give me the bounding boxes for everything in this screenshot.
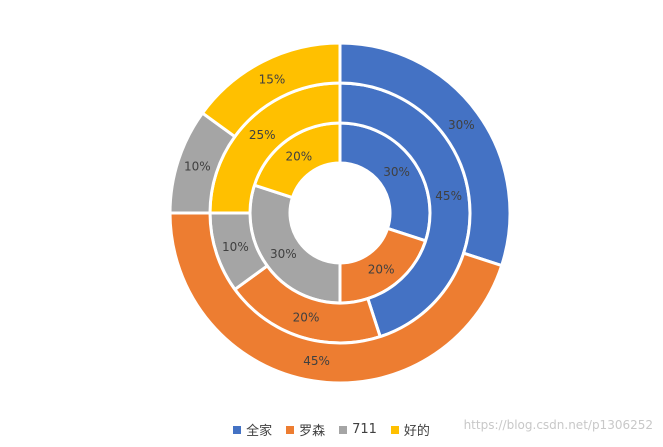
ring-2-slice-1 xyxy=(168,211,504,385)
ring-1-label-0: 45% xyxy=(435,189,462,203)
legend-swatch-luosen xyxy=(286,425,295,434)
legend-swatch-quanjia xyxy=(233,425,242,434)
ring-group xyxy=(168,41,512,385)
watermark: https://blog.csdn.net/p1306252 xyxy=(463,418,653,432)
legend-label-quanjia: 全家 xyxy=(246,424,273,439)
legend: 全家 罗森 711 好的 xyxy=(0,420,663,439)
legend-item-luosen: 罗森 xyxy=(286,420,325,439)
ring-2-label-0: 30% xyxy=(448,118,475,132)
ring-2-slice-3 xyxy=(200,41,342,139)
legend-item-quanjia: 全家 xyxy=(233,420,272,439)
ring-2-label-3: 15% xyxy=(259,72,286,86)
legend-label-haode: 好的 xyxy=(403,424,430,439)
legend-item-711: 711 xyxy=(339,422,377,437)
legend-swatch-711 xyxy=(339,425,348,434)
ring-0-label-3: 20% xyxy=(286,149,313,163)
legend-label-luosen: 罗森 xyxy=(299,424,326,439)
legend-label-711: 711 xyxy=(352,422,377,437)
ring-1-label-1: 20% xyxy=(293,311,320,325)
legend-swatch-haode xyxy=(390,425,399,434)
ring-0-label-0: 30% xyxy=(383,165,410,179)
label-group: 30% 20% 30% 20% 45% 20% 10% 25% 30% 45% 10% 15% xyxy=(184,72,475,368)
legend-item-haode: 好的 xyxy=(390,420,430,439)
ring-0-label-1: 20% xyxy=(368,263,395,277)
ring-2-label-2: 10% xyxy=(184,160,211,174)
ring-2-label-1: 45% xyxy=(303,354,330,368)
ring-0-label-2: 30% xyxy=(270,247,297,261)
ring-1-label-2: 10% xyxy=(222,240,249,254)
ring-1-label-3: 25% xyxy=(249,128,276,142)
